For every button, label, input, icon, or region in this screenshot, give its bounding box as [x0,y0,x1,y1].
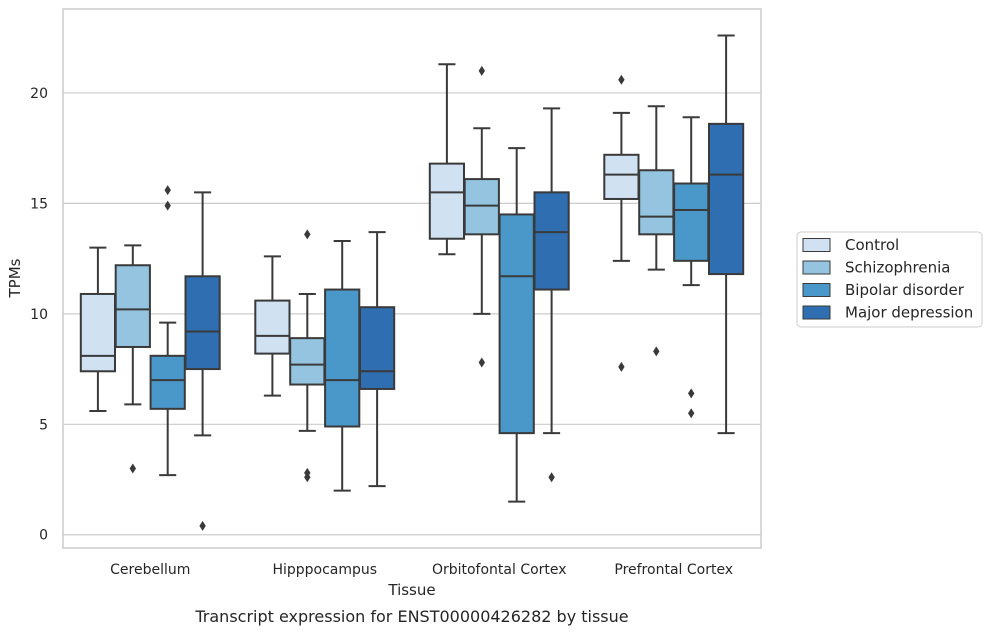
x-tick-label: Hipppocampus [272,562,377,578]
outlier-point [164,185,171,196]
legend-swatch [802,238,831,252]
legend-swatch [802,260,831,275]
box-body [114,264,151,348]
outlier-point [164,200,171,211]
box-body [358,306,396,390]
box-bipolar-disorder [498,147,535,503]
x-tick-labels: Cerebellum Hipppocampus Orbitofontal Corte… [110,562,733,578]
outlier-point [688,408,695,419]
box-schizophrenia [114,244,151,474]
box-body [289,337,326,386]
outlier-point [129,463,136,474]
box-body [149,354,186,410]
x-tick-label: Prefrontal Cortex [614,562,733,578]
outlier-point [688,388,695,399]
box-body [254,299,291,355]
legend: Control Schizophrenia Bipolar disorder Majo… [796,231,983,328]
legend-label: Control [845,236,899,254]
box-major-depression [533,107,570,483]
box-body [638,169,675,236]
box-body [673,182,710,262]
outlier-point [618,74,625,85]
y-tick-label: 10 [30,307,48,323]
legend-swatch [802,305,831,320]
box-body [79,292,117,373]
outlier-point [548,472,555,483]
outlier-point [618,361,625,372]
box-control [428,63,466,256]
outlier-point [653,346,660,357]
outlier-point [199,520,206,531]
y-tick-label: 15 [30,196,48,212]
box-body [428,162,466,240]
box-schizophrenia [638,105,675,357]
outlier-point [478,357,485,368]
box-control [79,246,117,413]
outlier-point [478,65,485,76]
box-major-depression [358,231,396,488]
y-tick-label: 20 [30,86,48,102]
legend-label: Major depression [845,304,973,322]
box-bipolar-disorder [673,116,710,419]
legend-label: Bipolar disorder [845,281,965,299]
box-schizophrenia [289,229,326,483]
box-schizophrenia [463,65,500,368]
outlier-point [304,472,311,483]
box-major-depression [707,34,745,435]
y-tick-label: 0 [39,528,48,544]
box-bipolar-disorder [149,185,186,477]
box-groups [79,34,745,531]
legend-swatch [802,283,831,297]
box-body [463,178,500,236]
legend-frame [796,231,983,328]
x-tick-label: Cerebellum [110,562,190,578]
y-tick-label: 5 [39,417,48,433]
box-bipolar-disorder [324,239,361,492]
y-gridlines [63,92,761,536]
box-body [498,213,535,435]
legend-label: Schizophrenia [845,259,950,277]
chart-caption: Transcript expression for ENST0000042628… [194,607,628,626]
x-tick-label: Orbitofontal Cortex [432,562,567,578]
x-axis-title: Tissue [387,581,435,599]
box-major-depression [184,191,221,531]
box-body [324,288,361,428]
y-axis-title: TPMs [6,258,24,298]
y-tick-labels: 0 5 10 15 20 [30,86,48,544]
box-body [533,191,570,291]
box-control [254,255,291,397]
box-body [603,153,640,200]
plot-area [62,8,762,549]
box-body [707,122,745,276]
box-body [184,275,221,371]
outlier-point [304,229,311,240]
